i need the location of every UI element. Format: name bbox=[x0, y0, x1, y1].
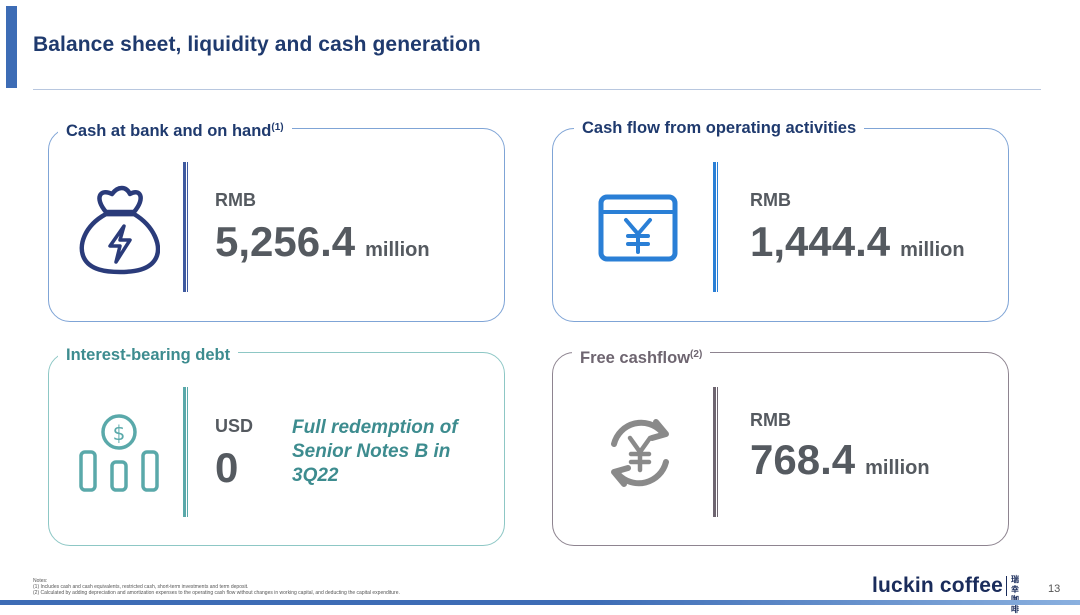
debt-divider bbox=[183, 387, 188, 517]
fcf-note-ref: (2) bbox=[690, 349, 703, 360]
fcf-amount-unit: million bbox=[865, 457, 930, 479]
yen-cycle-icon bbox=[600, 414, 680, 492]
cash-amount-value: 5,256.4 bbox=[215, 218, 356, 265]
logo-separator bbox=[1006, 576, 1007, 596]
debt-card-label: Interest-bearing debt bbox=[58, 345, 239, 365]
bottom-accent-bar bbox=[0, 600, 1080, 605]
operating-currency: RMB bbox=[750, 190, 791, 210]
fcf-divider bbox=[713, 387, 718, 517]
footnotes: Notes: (1) Includes cash and cash equiva… bbox=[33, 578, 733, 596]
cash-divider bbox=[183, 162, 188, 292]
logo-chinese: 瑞幸咖啡 bbox=[1011, 575, 1019, 614]
fcf-card bbox=[552, 352, 1009, 546]
cash-card-title: Cash at bank and on hand bbox=[66, 122, 272, 140]
cash-note-ref: (1) bbox=[271, 122, 284, 133]
redemption-note: Full redemption of Senior Notes B in 3Q2… bbox=[292, 417, 458, 486]
money-bag-icon bbox=[76, 184, 161, 276]
footnote-1: (1) Includes cash and cash equivalents, … bbox=[33, 584, 249, 590]
debt-amount: 0 bbox=[215, 444, 239, 491]
svg-text:$: $ bbox=[113, 421, 126, 445]
debt-currency: USD bbox=[215, 416, 254, 436]
yen-window-icon bbox=[598, 194, 678, 262]
fcf-currency: RMB bbox=[750, 410, 791, 430]
debt-card bbox=[48, 352, 505, 546]
operating-amount-unit: million bbox=[900, 239, 965, 261]
page-title: Balance sheet, liquidity and cash genera… bbox=[33, 33, 481, 56]
operating-amount: 1,444.4 million bbox=[750, 218, 965, 274]
page-number: 13 bbox=[1048, 583, 1061, 595]
operating-amount-value: 1,444.4 bbox=[750, 218, 891, 265]
cash-amount-unit: million bbox=[365, 239, 430, 261]
footnote-2: (2) Calculated by adding depreciation an… bbox=[33, 590, 400, 596]
notes-heading: Notes: bbox=[33, 578, 48, 584]
cash-currency: RMB bbox=[215, 190, 256, 210]
fcf-amount: 768.4 million bbox=[750, 436, 930, 492]
fcf-card-title: Free cashflow bbox=[580, 349, 691, 367]
operating-divider bbox=[713, 162, 718, 292]
title-divider bbox=[33, 89, 1041, 90]
fcf-card-label: Free cashflow(2) bbox=[572, 345, 711, 368]
cash-card-label: Cash at bank and on hand(1) bbox=[58, 118, 292, 141]
cash-amount: 5,256.4 million bbox=[215, 218, 430, 274]
luckin-logo: luckin coffee bbox=[872, 574, 1003, 597]
fcf-amount-value: 768.4 bbox=[750, 436, 856, 483]
operating-card-label: Cash flow from operating activities bbox=[574, 118, 865, 138]
coin-bars-icon: $ bbox=[78, 412, 160, 494]
title-accent-bar bbox=[6, 6, 17, 88]
